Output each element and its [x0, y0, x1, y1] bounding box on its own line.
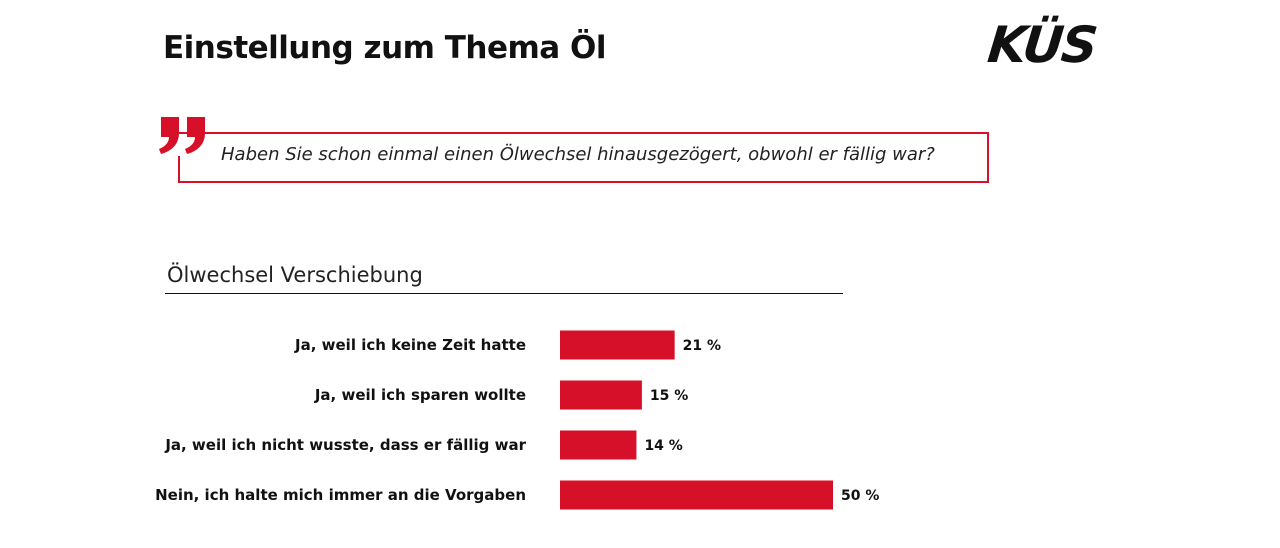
category-label: Nein, ich halte mich immer an die Vorgab…: [155, 486, 526, 504]
chart-title-divider: [165, 293, 843, 294]
bar: [560, 430, 637, 460]
page-title: Einstellung zum Thema Öl: [163, 30, 606, 66]
category-label: Ja, weil ich nicht wusste, dass er fälli…: [164, 436, 526, 454]
value-label: 21 %: [683, 338, 721, 354]
category-label: Ja, weil ich keine Zeit hatte: [294, 336, 526, 354]
value-label: 14 %: [644, 438, 682, 454]
quote-icon: [159, 117, 205, 154]
value-label: 15 %: [650, 388, 688, 404]
value-label: 50 %: [841, 488, 879, 504]
question-box: [178, 132, 989, 183]
bar: [560, 380, 642, 410]
bar: [560, 480, 833, 510]
category-label: Ja, weil ich sparen wollte: [314, 386, 526, 404]
bar: [560, 330, 675, 360]
chart-title: Ölwechsel Verschiebung: [167, 263, 423, 287]
question-text: Haben Sie schon einmal einen Ölwechsel h…: [221, 144, 935, 165]
